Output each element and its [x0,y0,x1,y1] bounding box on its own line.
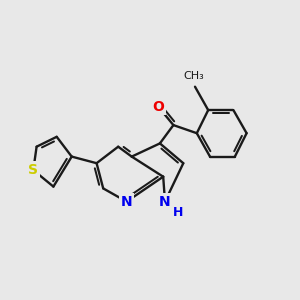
Text: CH₃: CH₃ [183,71,204,81]
Text: O: O [152,100,164,114]
Text: N: N [121,195,132,208]
Text: H: H [172,206,183,220]
Text: N: N [159,195,171,208]
Text: S: S [28,163,38,177]
